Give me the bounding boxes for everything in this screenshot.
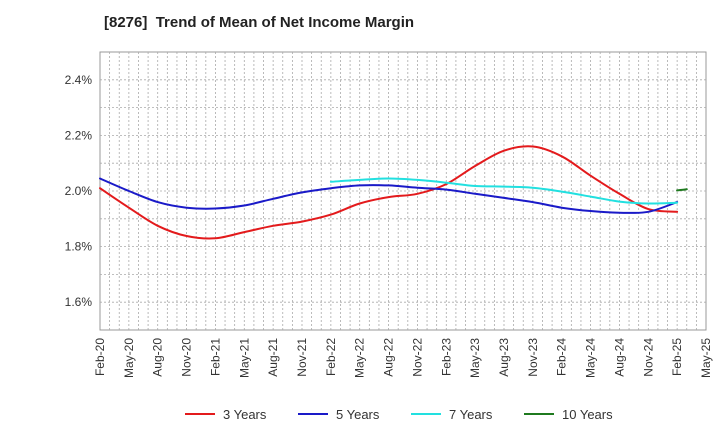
x-tick-label: Feb-23 (439, 338, 453, 376)
x-tick-label: Feb-22 (324, 338, 338, 376)
x-tick-label: Aug-20 (151, 338, 165, 377)
x-tick-label: Feb-20 (93, 338, 107, 376)
legend-label-3-years: 3 Years (223, 407, 267, 422)
x-tick-label: Nov-20 (180, 338, 194, 377)
legend-label-7-years: 7 Years (449, 407, 493, 422)
y-tick-label: 2.4% (65, 73, 93, 87)
series-line-10-years (676, 188, 688, 192)
series-line-5-years (99, 177, 679, 214)
x-tick-label: Aug-23 (497, 338, 511, 377)
x-tick-label: Nov-24 (641, 338, 655, 377)
legend-label-10-years: 10 Years (562, 407, 613, 422)
x-tick-label: May-22 (353, 338, 367, 378)
y-tick-label: 1.8% (65, 240, 93, 254)
x-tick-label: Aug-22 (382, 338, 396, 377)
series-line-7-years (329, 177, 679, 205)
y-axis-ticks: 1.6% 1.8% 2.0% 2.2% 2.4% (65, 73, 93, 309)
x-tick-label: May-24 (584, 338, 598, 378)
chart-title: [8276] Trend of Mean of Net Income Margi… (104, 14, 415, 31)
y-tick-label: 1.6% (65, 295, 93, 309)
x-tick-label: May-25 (699, 338, 713, 378)
x-axis-ticks: Feb-20 May-20 Aug-20 Nov-20 Feb-21 May-21 Aug-… (93, 338, 713, 378)
x-tick-label: Nov-21 (295, 338, 309, 377)
grid-lines (100, 52, 706, 330)
series-line-3-years (99, 145, 679, 240)
x-tick-label: Aug-21 (266, 338, 280, 377)
legend: 3 Years 5 Years 7 Years 10 Years (185, 407, 613, 422)
x-tick-label: May-21 (237, 338, 251, 378)
x-tick-label: Nov-22 (410, 338, 424, 377)
x-tick-label: May-23 (468, 338, 482, 378)
y-tick-label: 2.0% (65, 184, 93, 198)
x-tick-label: May-20 (122, 338, 136, 378)
series-lines (99, 145, 688, 240)
x-tick-label: Aug-24 (612, 338, 626, 377)
x-tick-label: Feb-24 (555, 338, 569, 376)
y-tick-label: 2.2% (65, 128, 93, 142)
x-tick-label: Feb-21 (208, 338, 222, 376)
x-tick-label: Feb-25 (670, 338, 684, 376)
x-tick-label: Nov-23 (526, 338, 540, 377)
legend-label-5-years: 5 Years (336, 407, 380, 422)
